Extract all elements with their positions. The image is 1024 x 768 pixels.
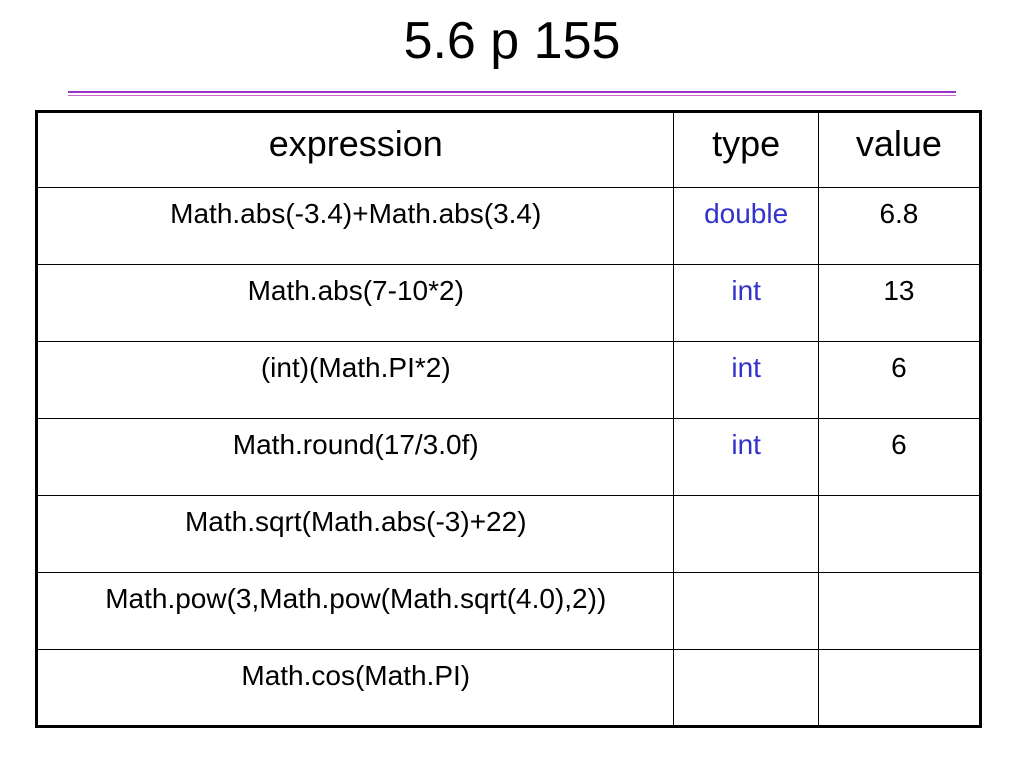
table-cell: 6.8 xyxy=(817,187,982,265)
math-table: expression type value Math.abs(-3.4)+Math.a… xyxy=(35,110,982,728)
table-row: Math.cos(Math.PI) xyxy=(35,649,982,727)
table-cell: int xyxy=(673,418,819,496)
table-cell xyxy=(817,572,982,650)
table-cell: Math.sqrt(Math.abs(-3)+22) xyxy=(35,495,675,573)
table-cell: Math.round(17/3.0f) xyxy=(35,418,675,496)
table-cell xyxy=(673,649,819,727)
table-cell: double xyxy=(673,187,819,265)
table-cell: int xyxy=(673,264,819,342)
header-row: expression type value xyxy=(35,111,982,188)
table-cell: Math.abs(-3.4)+Math.abs(3.4) xyxy=(35,187,675,265)
slide-title: 5.6 p 155 xyxy=(403,12,621,70)
table-row: Math.abs(-3.4)+Math.abs(3.4) double 6.8 xyxy=(35,187,982,265)
title-rule xyxy=(68,95,956,96)
table-cell: Math.cos(Math.PI) xyxy=(35,649,675,727)
title-rule xyxy=(68,91,956,93)
table-cell: 13 xyxy=(817,264,982,342)
table-cell: 6 xyxy=(817,418,982,496)
column-header: value xyxy=(817,111,982,188)
table-row: Math.round(17/3.0f) int 6 xyxy=(35,418,982,496)
table-cell: Math.pow(3,Math.pow(Math.sqrt(4.0),2)) xyxy=(35,572,675,650)
table-row: Math.pow(3,Math.pow(Math.sqrt(4.0),2)) xyxy=(35,572,982,650)
table-cell: (int)(Math.PI*2) xyxy=(35,341,675,419)
table-cell xyxy=(673,495,819,573)
table-cell xyxy=(673,572,819,650)
table-cell: 6 xyxy=(817,341,982,419)
column-header: type xyxy=(673,111,819,188)
table-row: Math.abs(7-10*2) int 13 xyxy=(35,264,982,342)
table-cell: Math.abs(7-10*2) xyxy=(35,264,675,342)
column-header: expression xyxy=(35,111,675,188)
table-row: (int)(Math.PI*2) int 6 xyxy=(35,341,982,419)
table-cell: int xyxy=(673,341,819,419)
table-cell xyxy=(817,495,982,573)
table-cell xyxy=(817,649,982,727)
table-row: Math.sqrt(Math.abs(-3)+22) xyxy=(35,495,982,573)
